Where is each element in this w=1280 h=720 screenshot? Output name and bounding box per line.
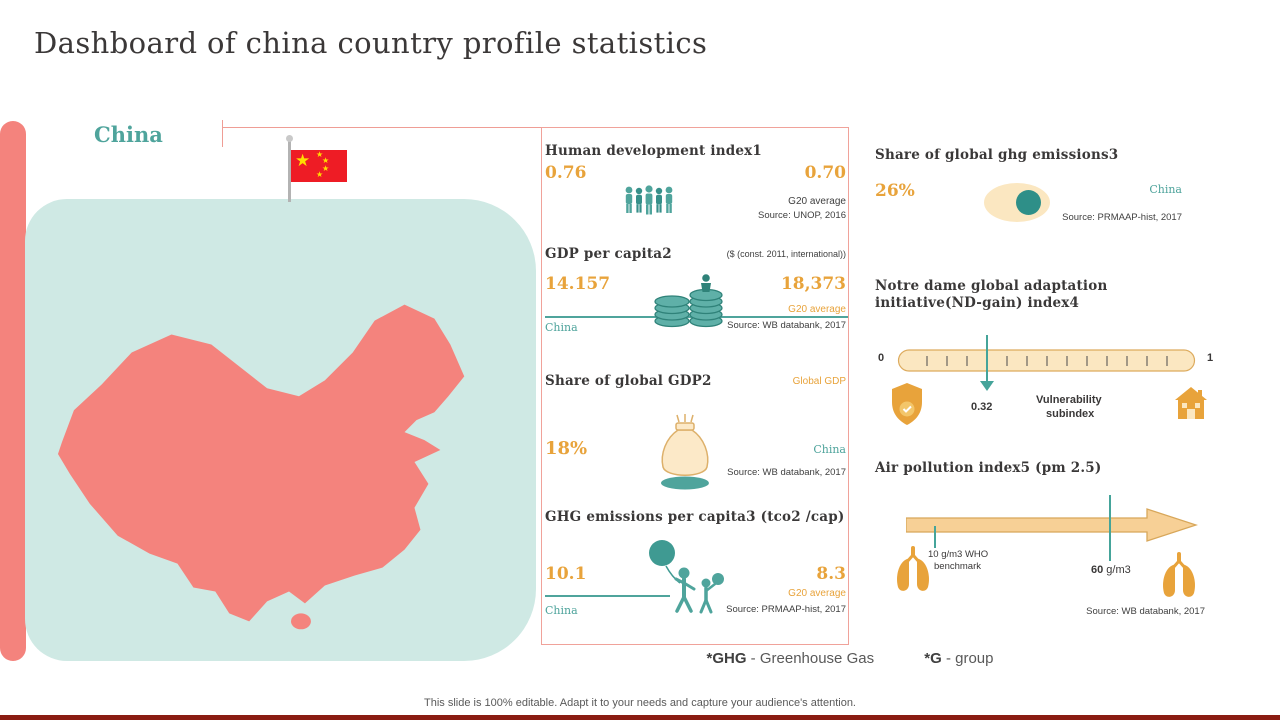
left-accent-bar	[0, 121, 26, 661]
gdp-unit-note: ($ (const. 2011, international))	[726, 249, 846, 259]
bracket-line-horizontal	[222, 127, 541, 128]
air-source: Source: WB databank, 2017	[1086, 606, 1205, 617]
gdp-g20-label: G20 average	[788, 304, 846, 315]
emissions-dot	[1016, 190, 1041, 215]
footnote: *GHG - Greenhouse Gas *G - group	[490, 650, 1210, 667]
footnote-g-term: *G	[924, 650, 942, 667]
ndgain-marker-value: 0.32	[971, 401, 993, 413]
air-scale-arrow	[906, 508, 1198, 542]
house-icon	[1175, 387, 1207, 419]
gdp-g20-value: 18,373	[780, 274, 846, 294]
ghg-share-source: Source: PRMAAP-hist, 2017	[1062, 212, 1182, 223]
editable-note: This slide is 100% editable. Adapt it to…	[424, 697, 856, 709]
bracket-line-vertical	[222, 120, 223, 147]
country-name-label: China	[94, 122, 163, 147]
gdp-share-china-label: China	[813, 443, 846, 456]
ndgain-scale	[897, 349, 1196, 372]
page-title: Dashboard of china country profile stati…	[34, 26, 708, 60]
footnote-g-def: - group	[941, 650, 994, 667]
air-value-line	[1109, 495, 1111, 561]
ghg-capita-china-value: 10.1	[545, 564, 587, 584]
ghg-capita-g20-value: 8.3	[816, 564, 846, 584]
hdi-g20-label: G20 average	[788, 196, 846, 207]
gdp-share-value: 18%	[545, 438, 588, 459]
air-value-unit: g/m3	[1103, 564, 1131, 576]
air-value: 60	[1091, 564, 1104, 576]
gdp-china-value: 14.157	[545, 274, 611, 294]
ndgain-title-line1: Notre dame global adaptation	[875, 278, 1108, 294]
hdi-title: Human development index1	[545, 143, 762, 159]
gdp-share-header-label: Global GDP	[792, 376, 846, 387]
bottom-accent-strip	[0, 715, 1280, 720]
gdp-china-label: China	[545, 321, 578, 334]
ndgain-marker-line	[986, 335, 988, 381]
flag-pole-cap	[286, 135, 293, 142]
stats-column-border	[541, 127, 849, 645]
ghg-share-china-label: China	[1149, 183, 1182, 196]
ghg-share-value: 26%	[875, 181, 915, 201]
footnote-ghg-def: - Greenhouse Gas	[746, 650, 875, 667]
lungs-left-icon	[897, 546, 929, 591]
ndgain-title-line2: initiative(ND-gain) index4	[875, 295, 1080, 311]
money-bag-icon	[661, 414, 709, 490]
flag-pole	[288, 140, 291, 202]
hdi-g20-value: 0.70	[804, 163, 846, 183]
hdi-source: Source: UNOP, 2016	[757, 210, 846, 221]
ndgain-sublabel-line2: subindex	[1046, 408, 1095, 420]
air-value-label: 60 g/m3	[1091, 564, 1131, 576]
hdi-china-value: 0.76	[545, 163, 587, 183]
people-group-icon	[625, 185, 673, 215]
gdp-title: GDP per capita2	[545, 246, 672, 262]
emissions-ellipse-icon	[984, 183, 1050, 222]
family-balloons-icon	[649, 540, 724, 614]
ghg-capita-title: GHG emissions per capita3 (tco2 /cap)	[545, 509, 845, 525]
air-benchmark-label-line2: benchmark	[934, 561, 981, 572]
air-title: Air pollution index5 (pm 2.5)	[875, 460, 1102, 476]
ndgain-marker-arrow	[980, 381, 994, 391]
ghg-capita-g20-label: G20 average	[788, 588, 846, 599]
gdp-share-title: Share of global GDP2	[545, 373, 712, 389]
shield-check-icon	[892, 383, 922, 425]
air-benchmark-line	[934, 526, 936, 548]
ndgain-scale-max: 1	[1207, 352, 1214, 364]
china-map	[57, 304, 465, 630]
footnote-ghg-term: *GHG	[706, 650, 747, 667]
air-benchmark-label-line1: 10 g/m3 WHO	[928, 549, 989, 560]
ghg-share-title: Share of global ghg emissions3	[875, 147, 1119, 163]
gdp-share-source: Source: WB databank, 2017	[727, 467, 846, 478]
lungs-right-icon	[1163, 552, 1195, 597]
ghg-capita-source: Source: PRMAAP-hist, 2017	[726, 604, 846, 615]
ghg-capita-divider-line	[545, 595, 670, 597]
gdp-source: Source: WB databank, 2017	[727, 320, 846, 331]
ndgain-sublabel-line1: Vulnerability	[1036, 394, 1102, 406]
ndgain-scale-min: 0	[878, 352, 885, 364]
coin-stacks-icon	[654, 274, 723, 328]
ghg-capita-china-label: China	[545, 604, 578, 617]
china-flag-icon: ★ ★ ★ ★ ★	[291, 150, 347, 182]
